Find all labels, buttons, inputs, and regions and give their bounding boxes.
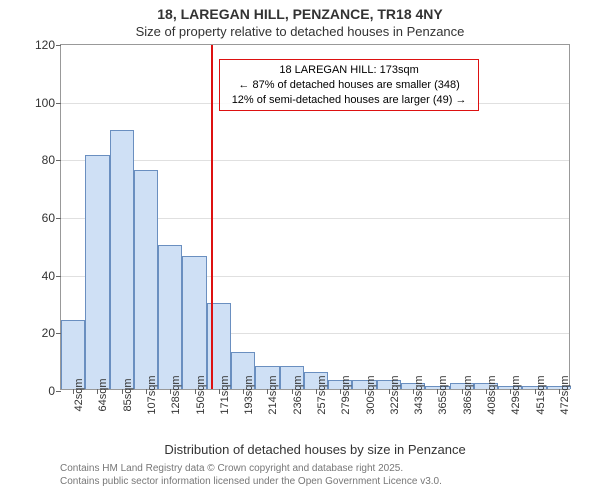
y-tick	[56, 160, 61, 161]
x-tick-label: 365sqm	[437, 375, 449, 414]
footer-line-2: Contains public sector information licen…	[60, 475, 442, 488]
x-tick-label: 42sqm	[73, 378, 85, 411]
y-tick	[56, 103, 61, 104]
histogram-bar	[158, 245, 182, 389]
annotation-line: ← 87% of detached houses are smaller (34…	[225, 78, 473, 93]
chart-title: 18, LAREGAN HILL, PENZANCE, TR18 4NY	[0, 0, 600, 22]
x-tick-label: 300sqm	[365, 375, 377, 414]
x-tick-label: 214sqm	[267, 375, 279, 414]
annotation-line: 12% of semi-detached houses are larger (…	[225, 93, 473, 108]
y-tick-label: 120	[35, 38, 55, 52]
x-tick-label: 257sqm	[316, 375, 328, 414]
x-tick-label: 64sqm	[97, 378, 109, 411]
y-tick-label: 80	[42, 153, 55, 167]
x-tick-label: 150sqm	[195, 375, 207, 414]
y-tick	[56, 45, 61, 46]
x-axis-label: Distribution of detached houses by size …	[164, 442, 465, 457]
histogram-bar	[134, 170, 158, 389]
y-tick	[56, 276, 61, 277]
plot-area: 02040608010012042sqm64sqm85sqm107sqm128s…	[60, 44, 570, 390]
footer-attribution: Contains HM Land Registry data © Crown c…	[60, 462, 442, 488]
x-tick-label: 429sqm	[510, 375, 522, 414]
x-tick-label: 343sqm	[413, 375, 425, 414]
histogram-bar	[110, 130, 134, 390]
x-tick-label: 236sqm	[292, 375, 304, 414]
reference-line	[211, 45, 213, 389]
chart-container: 18, LAREGAN HILL, PENZANCE, TR18 4NY Siz…	[0, 0, 600, 500]
x-tick-label: 386sqm	[462, 375, 474, 414]
y-tick-label: 100	[35, 96, 55, 110]
x-tick-label: 322sqm	[389, 375, 401, 414]
x-tick-label: 107sqm	[146, 375, 158, 414]
x-tick-label: 85sqm	[122, 378, 134, 411]
grid-line	[61, 160, 569, 161]
y-tick	[56, 391, 61, 392]
y-tick	[56, 218, 61, 219]
histogram-bar	[85, 155, 109, 389]
annotation-line: 18 LAREGAN HILL: 173sqm	[225, 63, 473, 78]
chart-subtitle: Size of property relative to detached ho…	[0, 24, 600, 39]
y-tick-label: 0	[48, 384, 55, 398]
x-tick-label: 128sqm	[170, 375, 182, 414]
x-tick-label: 171sqm	[219, 375, 231, 414]
x-tick-label: 408sqm	[486, 375, 498, 414]
x-tick-label: 451sqm	[535, 375, 547, 414]
footer-line-1: Contains HM Land Registry data © Crown c…	[60, 462, 442, 475]
x-tick-label: 193sqm	[243, 375, 255, 414]
y-tick-label: 20	[42, 326, 55, 340]
y-tick-label: 40	[42, 269, 55, 283]
x-tick-label: 472sqm	[559, 375, 571, 414]
y-tick-label: 60	[42, 211, 55, 225]
annotation-box: 18 LAREGAN HILL: 173sqm← 87% of detached…	[219, 59, 479, 112]
histogram-bar	[182, 256, 206, 389]
x-tick-label: 279sqm	[340, 375, 352, 414]
